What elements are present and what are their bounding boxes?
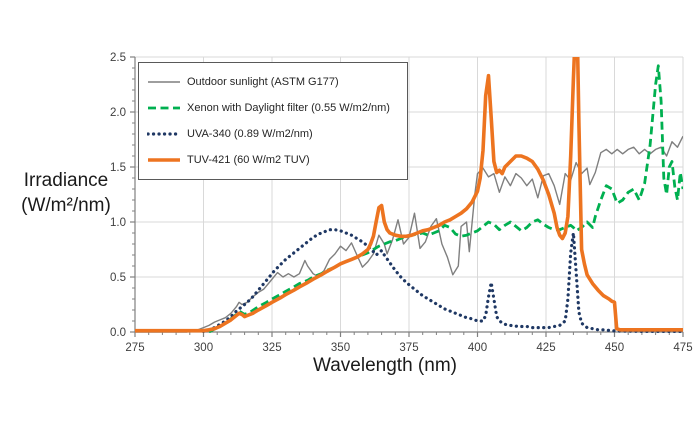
x-tick-label: 425 — [536, 342, 555, 354]
legend-item-0: Outdoor sunlight (ASTM G177) — [147, 69, 399, 95]
y-tick-label: 0.5 — [110, 272, 126, 284]
x-tick-label: 300 — [194, 342, 213, 354]
legend-swatch-solid-line — [148, 158, 180, 162]
series-line-3 — [135, 57, 683, 333]
x-axis-title: Wavelength (nm) — [313, 355, 457, 376]
legend-label-0: Outdoor sunlight (ASTM G177) — [187, 76, 339, 88]
series-line-0 — [135, 135, 683, 333]
x-tick-label: 375 — [399, 342, 418, 354]
y-axis-title-line2: (W/m²/nm) — [21, 195, 111, 216]
legend-item-3: TUV-421 (60 W/m2 TUV) — [147, 147, 399, 173]
legend-swatch-solid-line — [148, 81, 180, 83]
y-axis-title: Irradiance (W/m²/nm) — [0, 168, 132, 218]
legend-label-1: Xenon with Daylight filter (0.55 W/m2/nm… — [187, 102, 390, 114]
legend-item-1: Xenon with Daylight filter (0.55 W/m2/nm… — [147, 95, 399, 121]
legend-swatch-dashed-line — [148, 106, 180, 110]
legend: Outdoor sunlight (ASTM G177) Xenon with D… — [138, 62, 408, 180]
y-tick-label: 2.0 — [110, 107, 126, 119]
legend-label-2: UVA-340 (0.89 W/m2/nm) — [187, 128, 313, 140]
y-tick-label: 2.5 — [110, 52, 126, 64]
series-line-1 — [208, 64, 683, 333]
x-tick-label: 450 — [605, 342, 624, 354]
y-tick-label: 1.5 — [110, 162, 126, 174]
series-line-2 — [201, 228, 683, 333]
x-tick-label: 400 — [468, 342, 487, 354]
y-axis-title-line1: Irradiance — [23, 170, 109, 191]
x-tick-label: 350 — [331, 342, 350, 354]
legend-item-2: UVA-340 (0.89 W/m2/nm) — [147, 121, 399, 147]
x-tick-label: 325 — [262, 342, 281, 354]
y-tick-label: 0.0 — [110, 327, 126, 339]
legend-label-3: TUV-421 (60 W/m2 TUV) — [187, 154, 310, 166]
x-tick-label: 275 — [125, 342, 144, 354]
legend-swatch-dotted-line — [147, 132, 181, 136]
x-tick-label: 475 — [673, 342, 692, 354]
y-tick-label: 1.0 — [110, 217, 126, 229]
